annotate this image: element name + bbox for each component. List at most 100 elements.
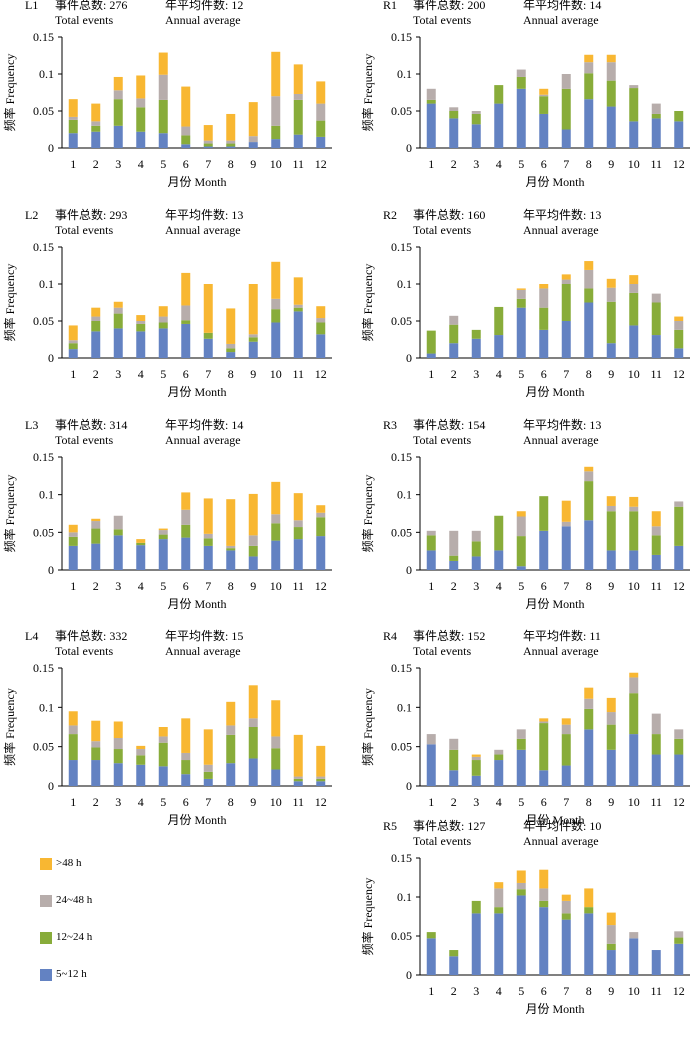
- bar-segment-gt48: [113, 721, 123, 739]
- bar-segment-gt48: [91, 307, 101, 317]
- bar-segment-gt48: [181, 86, 191, 127]
- x-tick-label: 5: [518, 367, 524, 381]
- bar-segment-gt48: [203, 729, 213, 765]
- bar-segment-h24_48: [181, 752, 191, 761]
- bar-segment-h5_12: [158, 539, 168, 570]
- bar-segment-h12_24: [674, 506, 684, 546]
- y-tick-label: 0: [48, 779, 54, 793]
- bar-segment-h12_24: [203, 143, 213, 147]
- bar-segment-h12_24: [516, 536, 526, 567]
- total-events-en-label: Total events: [413, 644, 471, 658]
- x-tick-label: 6: [541, 367, 547, 381]
- total-events-label: 事件总数: 152: [413, 628, 485, 643]
- bar-segment-h5_12: [651, 950, 661, 975]
- bar-segment-h12_24: [91, 321, 101, 332]
- bar-segment-h12_24: [449, 324, 459, 344]
- x-tick-label: 10: [270, 579, 282, 593]
- bar-segment-h12_24: [606, 80, 616, 107]
- bar-segment-h5_12: [674, 943, 684, 975]
- legend-swatch-5-12: [40, 969, 52, 981]
- bar-segment-h5_12: [226, 550, 236, 570]
- bar-segment-h12_24: [158, 534, 168, 540]
- bar-segment-h12_24: [539, 307, 549, 330]
- bar-segment-h12_24: [271, 309, 281, 323]
- x-tick-label: 8: [586, 984, 592, 998]
- bar-segment-h5_12: [316, 536, 326, 570]
- bar-segment-h5_12: [449, 956, 459, 975]
- bar-segment-gt48: [584, 261, 594, 270]
- y-axis-title: 频率 Frequency: [360, 878, 375, 956]
- x-tick-label: 4: [496, 984, 502, 998]
- bar-segment-h12_24: [449, 555, 459, 561]
- bar-segment-h24_48: [113, 738, 123, 750]
- bar-segment-h12_24: [158, 99, 168, 134]
- x-tick-label: 6: [183, 367, 189, 381]
- bar-segment-h12_24: [136, 323, 146, 332]
- bar-segment-gt48: [68, 99, 78, 117]
- bar-segment-h5_12: [68, 760, 78, 786]
- legend-label-gt48: >48 h: [56, 857, 82, 869]
- bar-segment-gt48: [91, 720, 101, 742]
- bar-segment-h5_12: [113, 125, 123, 148]
- bar-segment-h24_48: [471, 756, 481, 761]
- bar-segment-h24_48: [91, 316, 101, 321]
- x-tick-label: 10: [270, 157, 282, 171]
- bar-segment-h12_24: [629, 88, 639, 122]
- bar-segment-h12_24: [426, 330, 436, 354]
- bar-segment-h12_24: [203, 771, 213, 779]
- y-tick-label: 0: [406, 351, 412, 365]
- bar-segment-h12_24: [539, 900, 549, 908]
- bar-segment-h24_48: [203, 764, 213, 772]
- bar-segment-h24_48: [584, 698, 594, 709]
- bar-segment-h12_24: [539, 723, 549, 771]
- bar-segment-h12_24: [136, 542, 146, 546]
- bar-segment-h5_12: [203, 146, 213, 148]
- bar-segment-gt48: [316, 505, 326, 513]
- x-tick-label: 10: [628, 795, 640, 809]
- x-tick-label: 3: [115, 579, 121, 593]
- bar-segment-gt48: [181, 492, 191, 510]
- bar-segment-gt48: [629, 672, 639, 678]
- y-tick-label: 0.1: [39, 488, 54, 502]
- bar-segment-h12_24: [584, 73, 594, 100]
- bar-segment-h24_48: [606, 505, 616, 512]
- bar-segment-h5_12: [449, 560, 459, 570]
- bar-segment-gt48: [113, 301, 123, 308]
- bar-segment-h12_24: [136, 107, 146, 132]
- x-tick-label: 2: [93, 157, 99, 171]
- bar-segment-h12_24: [113, 313, 123, 329]
- bar-segment-h12_24: [316, 778, 326, 782]
- bar-segment-h5_12: [674, 754, 684, 786]
- y-tick-label: 0.15: [391, 30, 412, 44]
- bar-segment-gt48: [248, 493, 258, 536]
- bar-segment-h5_12: [203, 778, 213, 786]
- legend-item-12-24: 12~24 h: [40, 929, 180, 947]
- bar-segment-h5_12: [426, 353, 436, 358]
- annual-average-en-label: Annual average: [523, 834, 599, 848]
- bar-segment-h5_12: [674, 348, 684, 358]
- bar-segment-h24_48: [68, 725, 78, 735]
- bar-segment-h12_24: [674, 738, 684, 755]
- total-events-label: 事件总数: 293: [55, 207, 127, 222]
- bar-segment-gt48: [226, 113, 236, 141]
- x-tick-label: 4: [138, 367, 144, 381]
- x-axis-title: 月份 Month: [525, 175, 584, 189]
- bar-segment-h24_48: [606, 62, 616, 81]
- y-tick-label: 0: [48, 351, 54, 365]
- x-tick-label: 12: [673, 157, 685, 171]
- x-tick-label: 6: [541, 157, 547, 171]
- annual-average-label: 年平均件数: 15: [165, 628, 243, 643]
- bar-segment-h12_24: [471, 760, 481, 776]
- bar-segment-h12_24: [584, 708, 594, 730]
- total-events-label: 事件总数: 332: [55, 628, 127, 643]
- annual-average-en-label: Annual average: [165, 13, 241, 27]
- bar-segment-h12_24: [584, 288, 594, 303]
- x-tick-label: 8: [228, 157, 234, 171]
- bar-segment-h24_48: [68, 532, 78, 537]
- x-tick-label: 1: [428, 795, 434, 809]
- bar-segment-h5_12: [584, 520, 594, 570]
- x-tick-label: 3: [473, 795, 479, 809]
- bar-segment-h12_24: [471, 541, 481, 557]
- x-tick-label: 9: [608, 795, 614, 809]
- x-tick-label: 9: [608, 157, 614, 171]
